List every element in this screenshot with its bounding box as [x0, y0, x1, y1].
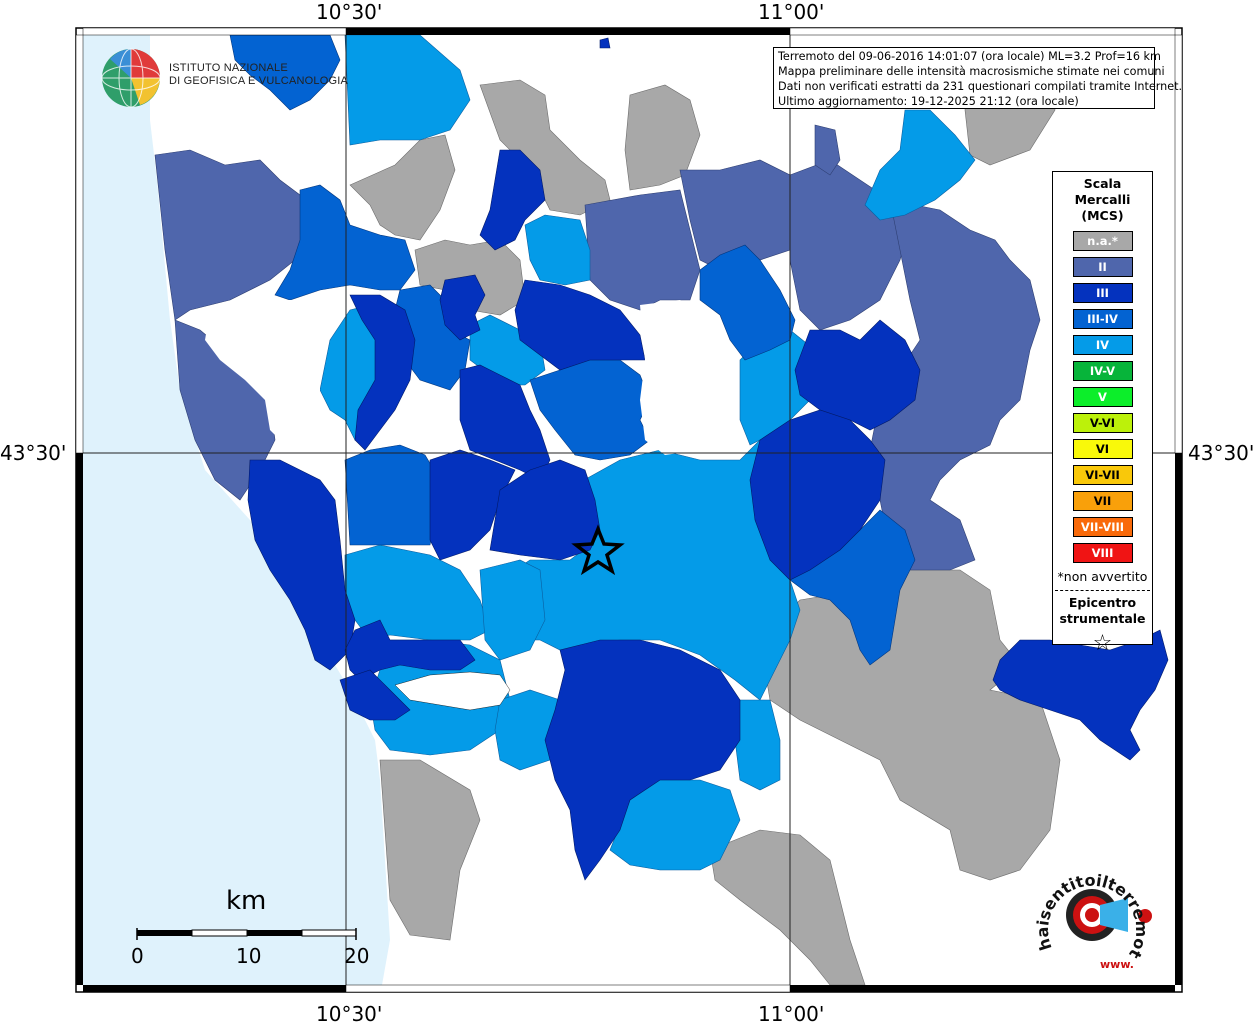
epicenter-star — [571, 524, 625, 576]
legend-item: III — [1072, 283, 1133, 303]
map-description: Mappa preliminare delle intensità macros… — [778, 65, 1165, 78]
event-line: Terremoto del 09-06-2016 14:01:07 (ora l… — [778, 50, 1161, 63]
legend-item: VIII — [1072, 543, 1133, 563]
hsit-www: www. — [1100, 958, 1134, 971]
legend-item: VII-VIII — [1072, 517, 1133, 537]
legend-item: V-VI — [1072, 413, 1133, 433]
legend-note: *non avvertito — [1057, 569, 1148, 584]
star-icon: ☆ — [1092, 631, 1113, 656]
legend-item: V — [1072, 387, 1133, 407]
coord-top-left: 10°30' — [316, 0, 383, 24]
coord-bottom-right: 11°00' — [758, 1002, 825, 1026]
legend-item: IV — [1072, 335, 1133, 355]
white-area — [205, 300, 330, 440]
white-area — [640, 300, 735, 455]
legend-item: III-IV — [1072, 309, 1133, 329]
event-info-box: Terremoto del 09-06-2016 14:01:07 (ora l… — [773, 47, 1183, 109]
grid-lines — [76, 28, 1182, 992]
last-update: Ultimo aggiornamento: 19-12-2025 21:12 (… — [778, 95, 1079, 108]
legend-item: II — [1072, 257, 1133, 277]
map-frame — [75, 27, 1183, 993]
legend-item: VI-VII — [1072, 465, 1133, 485]
scale-label-10: 10 — [236, 944, 262, 968]
legend-item: VII — [1072, 491, 1133, 511]
scale-unit: km — [226, 886, 267, 916]
ingv-logo-text: ISTITUTO NAZIONALE DI GEOFISICA E VULCAN… — [169, 62, 348, 87]
hsit-logo[interactable]: haisentitoilterremoto.it www. — [1030, 860, 1160, 975]
ingv-globe-icon — [101, 48, 161, 108]
region-iii-iv — [229, 34, 916, 666]
legend-item: VI — [1072, 439, 1133, 459]
scale-label-0: 0 — [131, 944, 144, 968]
legend-divider — [1055, 590, 1150, 591]
region-iv — [319, 34, 976, 871]
mcs-legend: Scala Mercalli (MCS) n.a.* II III III-IV IV I… — [1052, 171, 1153, 656]
coord-left-lat: 43°30' — [0, 441, 67, 465]
scale-bar — [136, 928, 357, 940]
coord-top-right: 11°00' — [758, 0, 825, 24]
coord-right-lat: 43°30' — [1188, 441, 1255, 465]
region-gray — [349, 49, 1061, 986]
legend-items: n.a.* II III III-IV IV IV-V V V-VI VI VI-VII VII VI… — [1053, 231, 1152, 563]
coord-bottom-left: 10°30' — [316, 1002, 383, 1026]
scale-label-20: 20 — [344, 944, 370, 968]
lake — [394, 671, 511, 711]
data-source: Dati non verificati estratti da 231 ques… — [778, 80, 1183, 93]
legend-epicenter-label: Epicentro strumentale — [1059, 595, 1146, 626]
region-iii — [247, 37, 1169, 881]
legend-item: IV-V — [1072, 361, 1133, 381]
legend-item: n.a.* — [1072, 231, 1133, 251]
legend-title: Scala Mercalli (MCS) — [1074, 176, 1131, 223]
region-ii — [154, 124, 1041, 571]
sea-area — [83, 35, 390, 985]
